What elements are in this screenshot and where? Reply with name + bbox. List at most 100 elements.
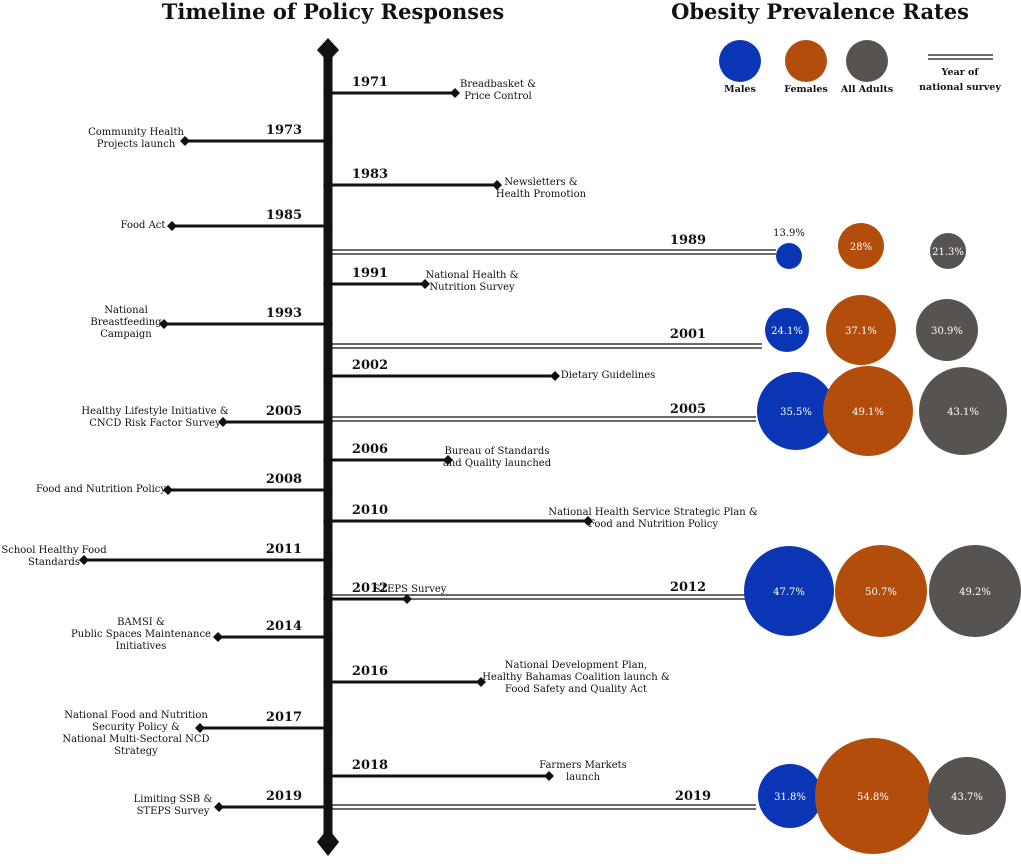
bubble-value-all-adults: 30.9% xyxy=(931,326,963,337)
bubble-males xyxy=(765,308,809,352)
event-2017: 2017 National Food and NutritionSecurity … xyxy=(62,710,333,757)
event-endpoint xyxy=(163,485,173,495)
bubble-males xyxy=(758,764,822,828)
event-label-line: CNCD Risk Factor Survey xyxy=(89,418,221,429)
legend-survey-label-1: Year of xyxy=(941,67,980,78)
bubble-value-all-adults: 43.7% xyxy=(951,792,983,803)
event-year: 2019 xyxy=(266,789,302,804)
bubble-value-all-adults: 21.3% xyxy=(932,247,964,258)
event-endpoint xyxy=(213,632,223,642)
event-label-line: Breadbasket & xyxy=(460,79,536,90)
bubble-value-males: 13.9% xyxy=(773,228,805,239)
event-year: 1985 xyxy=(266,208,302,223)
survey-2019: 2019 31.8% 54.8% 43.7% xyxy=(332,738,1006,854)
event-label-line: Strategy xyxy=(114,746,158,757)
event-2014: 2014 BAMSI &Public Spaces MaintenanceInit… xyxy=(71,617,333,652)
bubble-females xyxy=(835,545,927,637)
event-2010: 2010 National Health Service Strategic Pl… xyxy=(323,503,758,530)
legend-all-adults-label: All Adults xyxy=(840,84,893,95)
event-label-line: Public Spaces Maintenance xyxy=(71,629,211,640)
event-label-line: Bureau of Standards xyxy=(445,446,550,457)
event-year: 2012 xyxy=(352,581,388,596)
axis-marker xyxy=(323,771,333,781)
event-label-line: National Health & xyxy=(425,270,518,281)
event-year: 2011 xyxy=(266,542,302,557)
axis-marker xyxy=(323,455,333,465)
event-year: 1973 xyxy=(266,123,302,138)
event-year: 2008 xyxy=(266,472,302,487)
event-label-line: National Health Service Strategic Plan & xyxy=(548,507,758,518)
event-endpoint xyxy=(492,180,502,190)
event-year: 2014 xyxy=(266,619,302,634)
event-label-line: Food and Nutrition Policy xyxy=(36,484,166,495)
policy-events: 1971 Breadbasket &Price Control 1973 Commun… xyxy=(1,75,758,817)
legend-survey-label-2: national survey xyxy=(919,82,1001,93)
event-endpoint xyxy=(218,417,228,427)
prevalence-title: Obesity Prevalence Rates xyxy=(671,0,969,24)
timeline-top-diamond xyxy=(317,38,339,62)
event-label-line: Limiting SSB & xyxy=(134,794,213,805)
axis-marker xyxy=(323,417,333,427)
survey-2001: 2001 24.1% 37.1% 30.9% xyxy=(332,295,978,365)
event-1983: 1983 Newsletters &Health Promotion xyxy=(323,167,587,200)
event-label-line: STEPS Survey xyxy=(374,584,447,595)
axis-marker xyxy=(323,279,333,289)
event-label-line: Standards xyxy=(28,557,80,568)
timeline-title: Timeline of Policy Responses xyxy=(162,0,505,24)
event-label-line: National Food and Nutrition xyxy=(64,710,208,721)
survey-year: 2001 xyxy=(670,327,706,342)
bubble-males xyxy=(744,546,834,636)
event-label-line: Healthy Bahamas Coalition launch & xyxy=(482,672,670,683)
event-label-line: Campaign xyxy=(100,329,152,340)
event-1991: 1991 National Health &Nutrition Survey xyxy=(323,266,519,293)
event-endpoint xyxy=(583,516,593,526)
axis-marker xyxy=(323,594,333,604)
event-year: 2006 xyxy=(352,442,388,457)
survey-1989: 1989 13.9% 28% 21.3% xyxy=(332,223,966,269)
event-label-line: Dietary Guidelines xyxy=(561,370,656,381)
event-endpoint xyxy=(79,555,89,565)
bubble-males xyxy=(757,372,835,450)
axis-marker xyxy=(323,632,333,642)
event-year: 2017 xyxy=(266,710,302,725)
event-label-line: National Multi-Sectoral NCD xyxy=(62,734,209,745)
event-year: 2018 xyxy=(352,758,388,773)
bubble-value-all-adults: 49.2% xyxy=(959,587,991,598)
event-endpoint xyxy=(159,319,169,329)
bubble-all-adults xyxy=(930,233,966,269)
legend-females-swatch xyxy=(785,40,827,82)
bubble-females xyxy=(823,366,913,456)
event-2008: 2008 Food and Nutrition Policy xyxy=(36,472,333,495)
event-label-line: National xyxy=(104,305,148,316)
axis-marker xyxy=(323,485,333,495)
axis-marker xyxy=(323,319,333,329)
event-endpoint xyxy=(420,279,430,289)
event-1985: 1985 Food Act xyxy=(121,208,333,231)
event-label-line: BAMSI & xyxy=(117,617,165,628)
bubble-value-females: 28% xyxy=(850,242,872,253)
legend-males-swatch xyxy=(719,40,761,82)
event-year: 2010 xyxy=(352,503,388,518)
event-endpoint xyxy=(180,136,190,146)
axis-marker xyxy=(323,221,333,231)
event-label-line: Nutrition Survey xyxy=(429,282,515,293)
event-label-line: Community Health xyxy=(88,127,184,138)
event-endpoint xyxy=(476,677,486,687)
event-label-line: Projects launch xyxy=(97,139,176,150)
event-label-line: Breastfeeding xyxy=(90,317,162,328)
event-2002: 2002 Dietary Guidelines xyxy=(323,358,655,381)
event-year: 2005 xyxy=(266,404,302,419)
event-label-line: and Quality launched xyxy=(443,458,552,469)
event-year: 1991 xyxy=(352,266,388,281)
event-endpoint xyxy=(550,371,560,381)
event-endpoint xyxy=(450,88,460,98)
event-2016: 2016 National Development Plan,Healthy Ba… xyxy=(323,660,670,695)
bubble-males xyxy=(776,243,802,269)
axis-marker xyxy=(323,88,333,98)
bubble-value-males: 47.7% xyxy=(773,587,805,598)
